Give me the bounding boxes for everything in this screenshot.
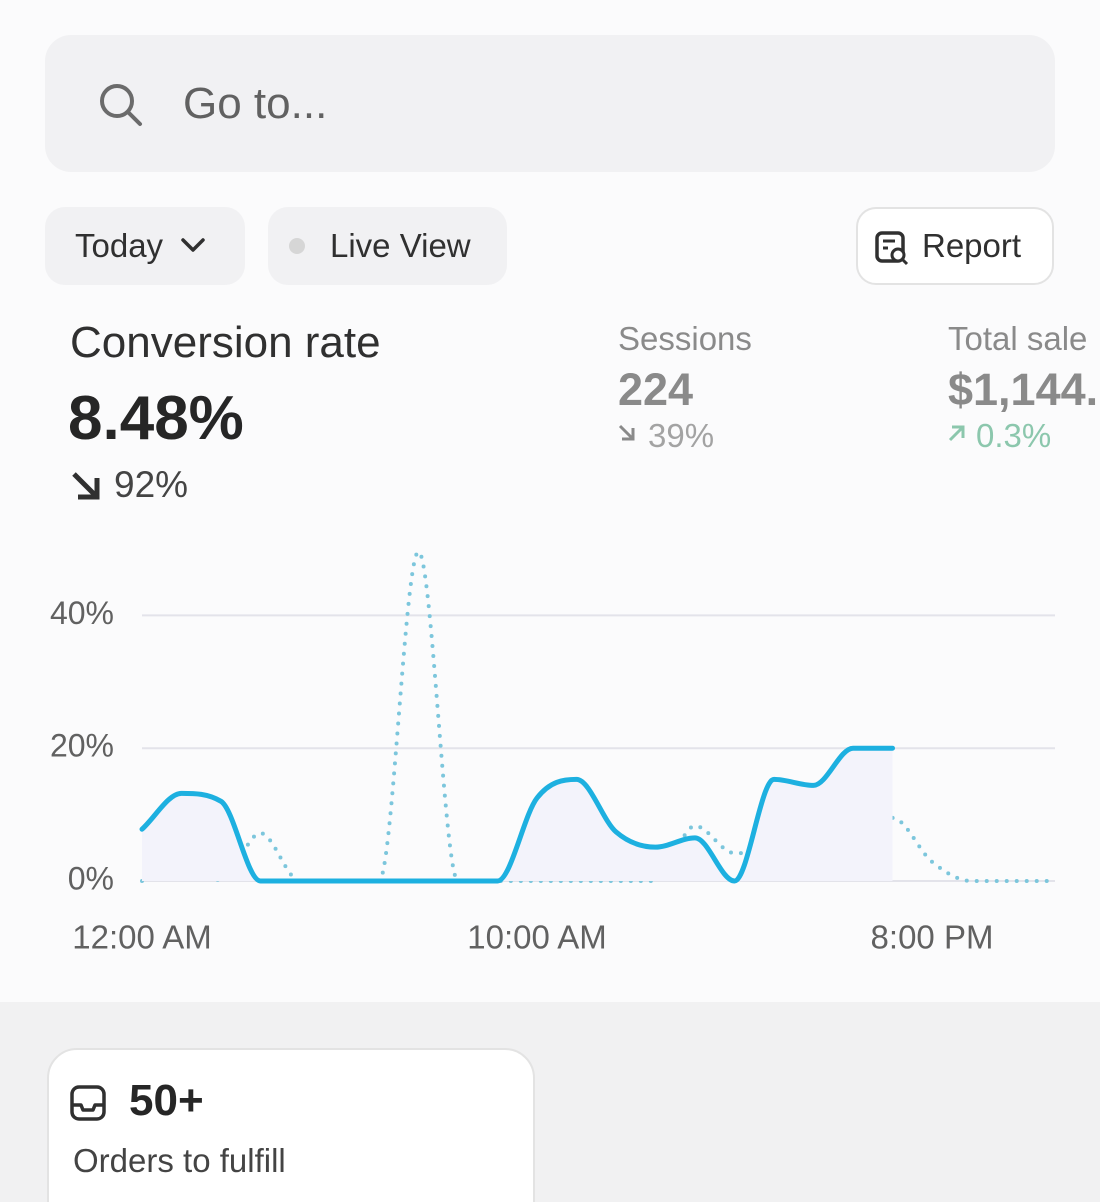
inbox-icon bbox=[70, 1085, 106, 1121]
metric-label: Sessions bbox=[618, 320, 752, 357]
down-arrow-icon bbox=[618, 424, 635, 441]
status-dot bbox=[289, 238, 305, 254]
metric-change: 0.3% bbox=[976, 417, 1052, 454]
metric-value: $1,144. bbox=[948, 364, 1099, 415]
live-view-label: Live View bbox=[330, 227, 471, 264]
chevron-icon bbox=[181, 238, 205, 252]
metric-value: 224 bbox=[618, 364, 694, 415]
metric-change: 92% bbox=[114, 464, 189, 505]
live-view-button[interactable]: Live View bbox=[268, 207, 507, 285]
up-arrow-icon bbox=[948, 425, 965, 442]
orders-card[interactable]: 50+ Orders to fulfill bbox=[47, 1048, 535, 1202]
chart: 0% 20% 40% 12:00 AM 10:00 AM 8:00 PM bbox=[50, 549, 1055, 956]
search-bar[interactable]: Go to... bbox=[45, 35, 1055, 172]
x-tick-label: 8:00 PM bbox=[871, 919, 994, 956]
orders-count: 50+ bbox=[129, 1076, 204, 1125]
report-button[interactable]: Report bbox=[856, 207, 1054, 285]
y-tick-label: 40% bbox=[50, 595, 114, 631]
orders-label: Orders to fulfill bbox=[73, 1142, 286, 1179]
search-placeholder: Go to... bbox=[183, 79, 328, 128]
search-icon bbox=[100, 84, 142, 126]
date-range-button[interactable]: Today bbox=[45, 207, 245, 285]
metric-change: 39% bbox=[648, 417, 715, 454]
report-label: Report bbox=[922, 227, 1022, 264]
y-tick-label: 0% bbox=[68, 860, 114, 896]
series-area bbox=[142, 748, 893, 881]
metric-label: Conversion rate bbox=[70, 318, 381, 367]
date-range-label: Today bbox=[75, 227, 164, 264]
x-tick-label: 10:00 AM bbox=[467, 919, 606, 956]
metric-label: Total sale bbox=[948, 320, 1088, 357]
metric-value: 8.48% bbox=[68, 384, 244, 453]
down-arrow-icon bbox=[72, 472, 100, 500]
series-line bbox=[139, 745, 895, 884]
y-tick-label: 20% bbox=[50, 728, 114, 764]
report-icon bbox=[875, 231, 909, 266]
x-tick-label: 12:00 AM bbox=[72, 919, 211, 956]
